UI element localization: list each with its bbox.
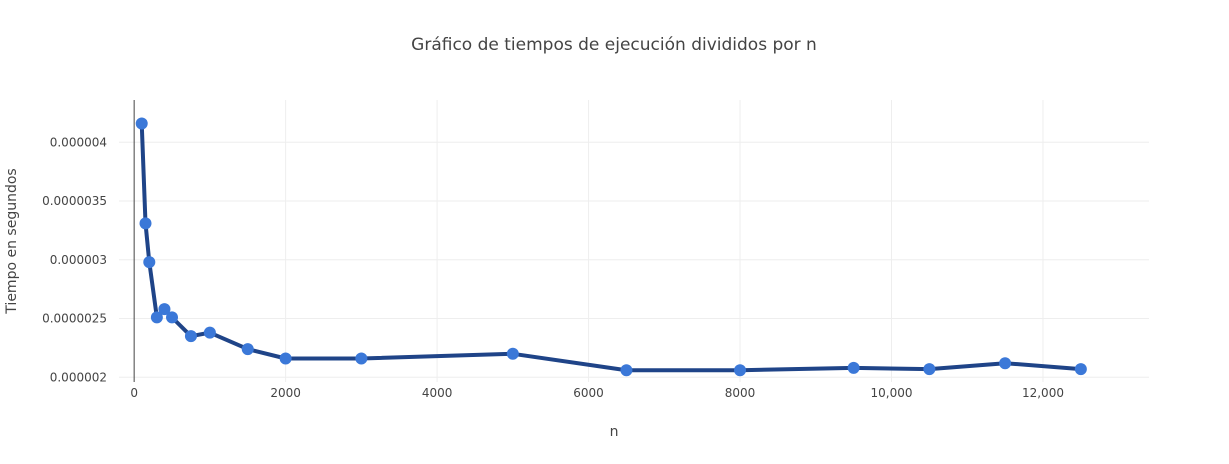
data-point[interactable] xyxy=(158,303,171,316)
series-line xyxy=(139,121,1083,373)
data-point[interactable] xyxy=(506,347,519,360)
grid-layer xyxy=(119,100,1149,382)
x-tick-label: 0 xyxy=(130,386,138,400)
data-point[interactable] xyxy=(620,364,633,377)
x-tick-label: 2000 xyxy=(270,386,301,400)
data-point[interactable] xyxy=(1074,363,1087,376)
data-point[interactable] xyxy=(135,117,148,130)
x-tick-label: 4000 xyxy=(422,386,453,400)
data-point[interactable] xyxy=(279,352,292,365)
x-tick-label: 6000 xyxy=(573,386,604,400)
data-point[interactable] xyxy=(203,326,216,339)
data-point[interactable] xyxy=(923,363,936,376)
x-axis-title: n xyxy=(610,424,619,440)
y-tick-label: 0.000004 xyxy=(50,135,107,149)
data-point[interactable] xyxy=(734,364,747,377)
data-point[interactable] xyxy=(847,361,860,374)
data-point[interactable] xyxy=(241,343,254,356)
data-point-layer xyxy=(135,117,1087,377)
tick-label-layer: 0 2000 4000 6000 8000 10,000 12,000 0.000002 0.0… xyxy=(42,135,1064,400)
y-tick-label: 0.000003 xyxy=(50,253,107,267)
x-tick-label: 8000 xyxy=(725,386,756,400)
data-point[interactable] xyxy=(150,311,163,324)
x-tick-label: 10,000 xyxy=(871,386,913,400)
data-point[interactable] xyxy=(143,256,156,269)
y-tick-label: 0.000002 xyxy=(50,370,107,384)
x-tick-label: 12,000 xyxy=(1022,386,1064,400)
data-point[interactable] xyxy=(139,217,152,230)
y-axis-title: Tiempo en segundos xyxy=(4,168,20,314)
data-point[interactable] xyxy=(184,330,197,343)
chart-title: Gráfico de tiempos de ejecución dividido… xyxy=(411,35,817,55)
data-point[interactable] xyxy=(355,352,368,365)
y-tick-label: 0.0000035 xyxy=(42,194,107,208)
data-point[interactable] xyxy=(166,311,179,324)
y-tick-label: 0.0000025 xyxy=(42,312,107,326)
data-point[interactable] xyxy=(999,357,1012,370)
